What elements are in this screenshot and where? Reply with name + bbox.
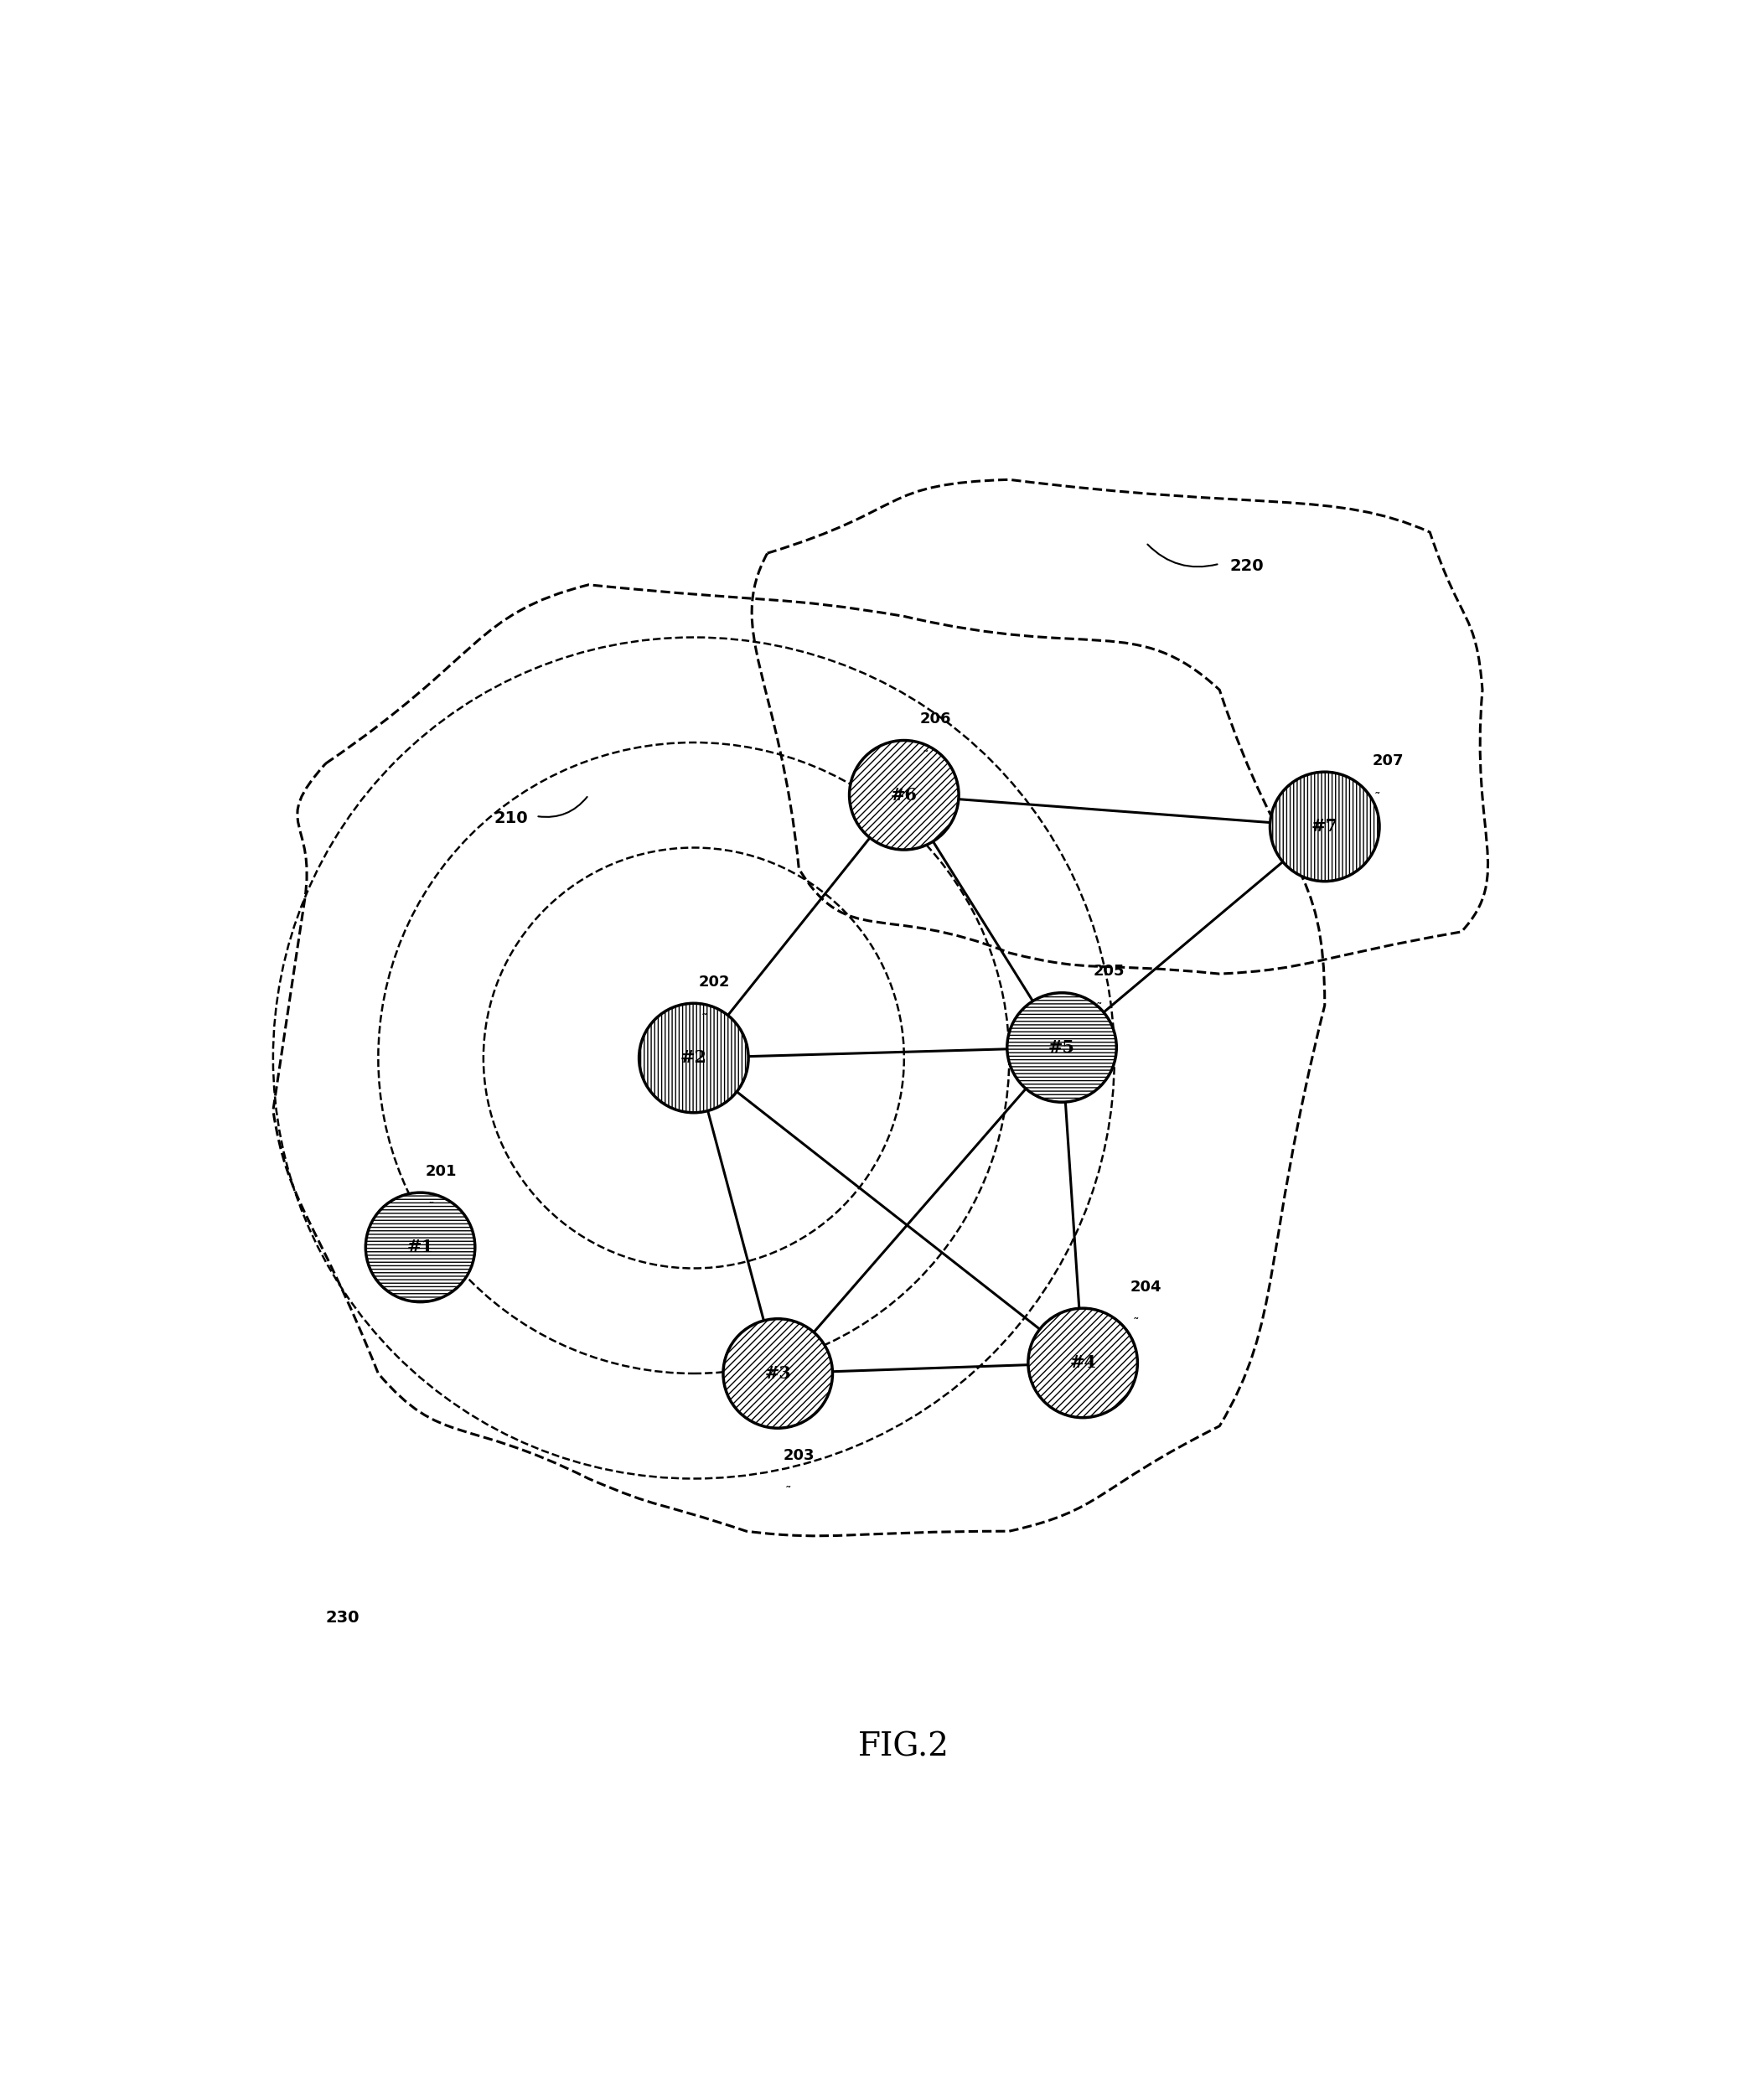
Text: #7: #7 — [1311, 819, 1339, 836]
Text: 230: 230 — [326, 1609, 360, 1626]
Text: ˜: ˜ — [1374, 792, 1381, 804]
Text: FIG.2: FIG.2 — [859, 1733, 949, 1762]
Text: ˜: ˜ — [1095, 1001, 1102, 1014]
Circle shape — [365, 1192, 475, 1301]
Text: ˜: ˜ — [427, 1203, 434, 1215]
Text: 207: 207 — [1372, 754, 1404, 769]
Text: ˜: ˜ — [923, 750, 928, 763]
Text: #3: #3 — [764, 1366, 792, 1383]
Text: #2: #2 — [681, 1050, 707, 1066]
Text: 202: 202 — [699, 974, 730, 989]
Text: #6: #6 — [891, 788, 917, 804]
Text: #5: #5 — [1048, 1039, 1076, 1056]
Text: ˜: ˜ — [785, 1485, 792, 1498]
Circle shape — [1270, 771, 1379, 882]
Circle shape — [639, 1004, 748, 1112]
Text: 203: 203 — [783, 1448, 815, 1462]
Text: #4: #4 — [1069, 1355, 1095, 1372]
Text: 220: 220 — [1230, 557, 1265, 574]
Text: 210: 210 — [494, 811, 527, 828]
Circle shape — [1028, 1307, 1138, 1418]
Text: 206: 206 — [919, 712, 951, 727]
Circle shape — [1007, 993, 1117, 1102]
Text: 205: 205 — [1094, 964, 1125, 978]
Text: 201: 201 — [425, 1165, 457, 1179]
Circle shape — [850, 740, 960, 851]
Text: ˜: ˜ — [1132, 1318, 1138, 1330]
Text: 204: 204 — [1131, 1280, 1161, 1295]
Circle shape — [723, 1318, 833, 1429]
Text: #1: #1 — [407, 1238, 434, 1255]
Text: ˜: ˜ — [700, 1012, 707, 1024]
